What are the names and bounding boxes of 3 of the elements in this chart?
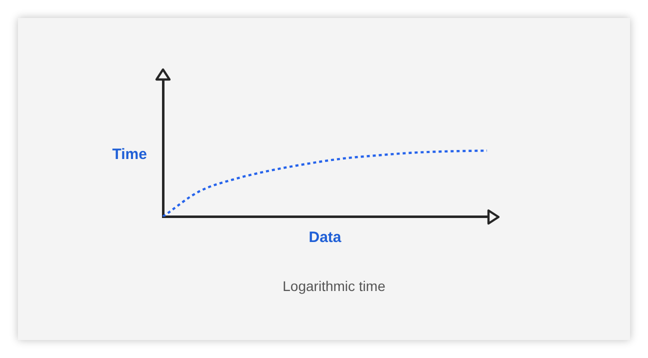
x-axis-title: Data [308,228,342,246]
text: Logarithmic time [282,278,386,294]
y-axis-title: Time [112,146,147,164]
